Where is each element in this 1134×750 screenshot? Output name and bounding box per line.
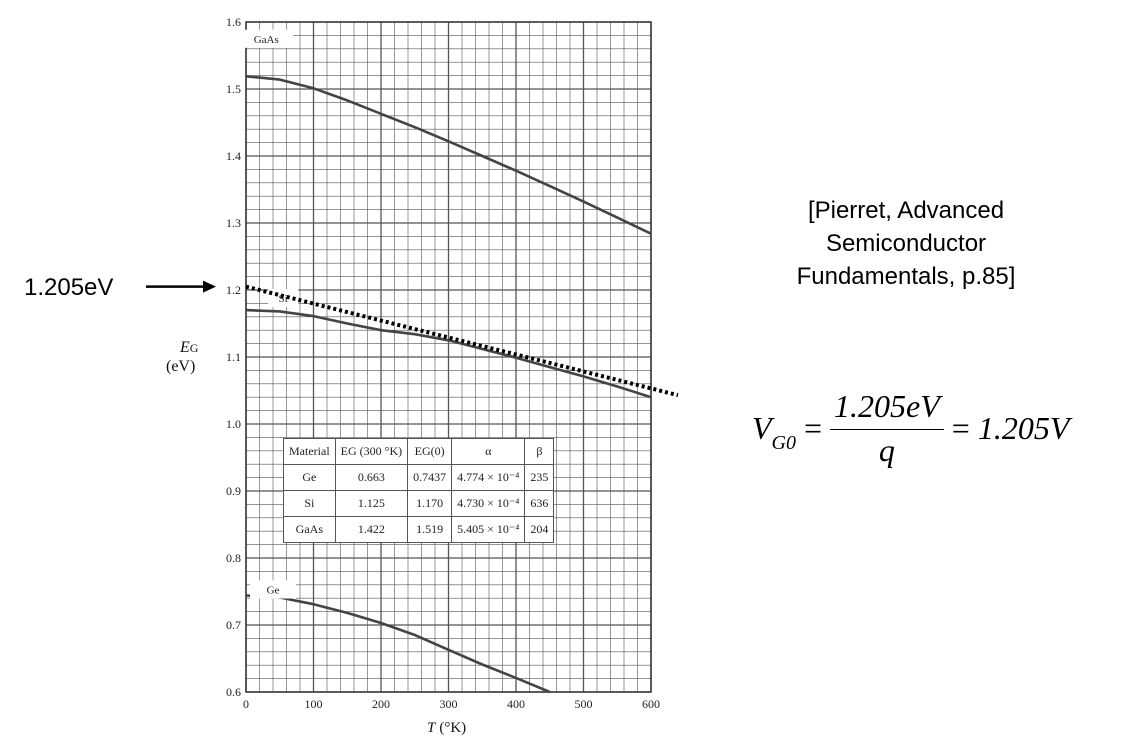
formula-numerator: 1.205eV	[830, 388, 944, 430]
citation-line: Fundamentals, p.85]	[796, 263, 1016, 290]
series-line-si	[245, 308, 652, 399]
table-cell: 636	[524, 490, 555, 517]
table-row: Si 1.125 1.170 4.730 × 10⁻⁴ 636	[283, 490, 555, 517]
table-header-cell: β	[524, 438, 555, 465]
extrapolation-value-label: 1.205eV	[24, 274, 114, 301]
table-cell: GaAs	[283, 516, 336, 543]
curve-label-ge: Ge	[267, 584, 280, 596]
x-tick-label: 400	[507, 697, 525, 711]
table-cell: 204	[524, 516, 555, 543]
y-tick-label: 0.6	[226, 685, 241, 699]
table-cell: 1.519	[407, 516, 453, 543]
y-axis-var: E	[179, 339, 190, 356]
table-row: Ge 0.663 0.7437 4.774 × 10⁻⁴ 235	[283, 464, 555, 491]
formula-lhs-subscript: G0	[771, 431, 796, 454]
table-cell: 1.125	[334, 490, 409, 517]
table-header-cell: α	[451, 438, 526, 465]
y-tick-label: 1.2	[226, 283, 241, 297]
x-tick-label: 500	[575, 697, 593, 711]
x-tick-label: 600	[642, 697, 660, 711]
citation-line: Semiconductor	[825, 230, 987, 257]
formula-lhs: VG0	[752, 409, 796, 454]
table-header-cell: EG(0)	[407, 438, 453, 465]
table-cell: 0.663	[334, 464, 409, 491]
annotations	[146, 280, 679, 398]
y-axis-unit: (eV)	[166, 358, 195, 375]
citation: [Pierret, Advanced Semiconductor Fundame…	[756, 194, 1056, 293]
plot-frame	[245, 21, 652, 693]
bandgap-voltage-formula: VG0 = 1.205eV q = 1.205V	[752, 383, 1069, 473]
y-tick-label: 1.4	[226, 149, 241, 163]
formula-rhs: 1.205V	[977, 409, 1070, 446]
table-row: GaAs 1.422 1.519 5.405 × 10⁻⁴ 204	[283, 516, 555, 543]
y-tick-label: 1.3	[226, 216, 241, 230]
y-axis-sub: G	[190, 341, 199, 355]
curve-label-si: Si	[279, 293, 288, 305]
formula-denominator: q	[878, 431, 895, 468]
y-tick-label: 1.6	[226, 15, 241, 29]
y-axis-label: EG	[179, 339, 199, 356]
extrapolation-dotted-line	[245, 284, 679, 398]
table-cell: 0.7437	[407, 464, 453, 491]
y-tick-label: 1.1	[226, 350, 241, 364]
x-axis-label: T (°K)	[427, 720, 466, 736]
curve-label-box	[239, 29, 294, 48]
x-tick-label: 200	[372, 697, 390, 711]
table-cell: 4.730 × 10⁻⁴	[451, 490, 526, 517]
table-cell: Ge	[283, 464, 336, 491]
table-cell: 1.422	[334, 516, 409, 543]
y-tick-label: 0.8	[226, 551, 241, 565]
y-tick-label: 1.0	[226, 417, 241, 431]
x-tick-label: 100	[305, 697, 323, 711]
x-axis-var: T	[427, 720, 437, 736]
formula-equals: =	[804, 409, 823, 446]
curve-label-gaas: GaAs	[254, 34, 279, 46]
y-tick-label: 0.9	[226, 484, 241, 498]
series-line-ge	[245, 594, 551, 694]
annotation-arrowhead	[203, 280, 216, 293]
x-tick-label: 300	[440, 697, 458, 711]
formula-fraction: 1.205eV q	[830, 388, 944, 469]
table-cell: 1.170	[407, 490, 453, 517]
table-header-row: Material EG (300 °K) EG(0) α β	[283, 438, 555, 465]
table-cell: 4.774 × 10⁻⁴	[451, 464, 526, 491]
y-tick-label: 1.5	[226, 82, 241, 96]
table-cell: 5.405 × 10⁻⁴	[451, 516, 526, 543]
grid	[245, 21, 652, 693]
table-header-cell: EG (300 °K)	[334, 438, 409, 465]
table-cell: 235	[524, 464, 555, 491]
series-line-gaas	[245, 75, 652, 235]
table-cell: Si	[283, 490, 336, 517]
curve-label-box	[250, 580, 296, 599]
x-tick-label: 0	[243, 697, 249, 711]
x-axis-unit: (°K)	[439, 720, 466, 736]
formula-equals: =	[951, 409, 970, 446]
tick-labels: 0 100 200 300 400 500 600 0.6 0.7 0.8 0.9 1.0 1.1 1.2…	[226, 15, 660, 711]
y-tick-label: 0.7	[226, 618, 241, 632]
citation-line: [Pierret, Advanced	[807, 197, 1005, 224]
table-header-cell: Material	[283, 438, 336, 465]
material-parameters-table: Material EG (300 °K) EG(0) α β Ge 0.663 …	[283, 438, 555, 543]
